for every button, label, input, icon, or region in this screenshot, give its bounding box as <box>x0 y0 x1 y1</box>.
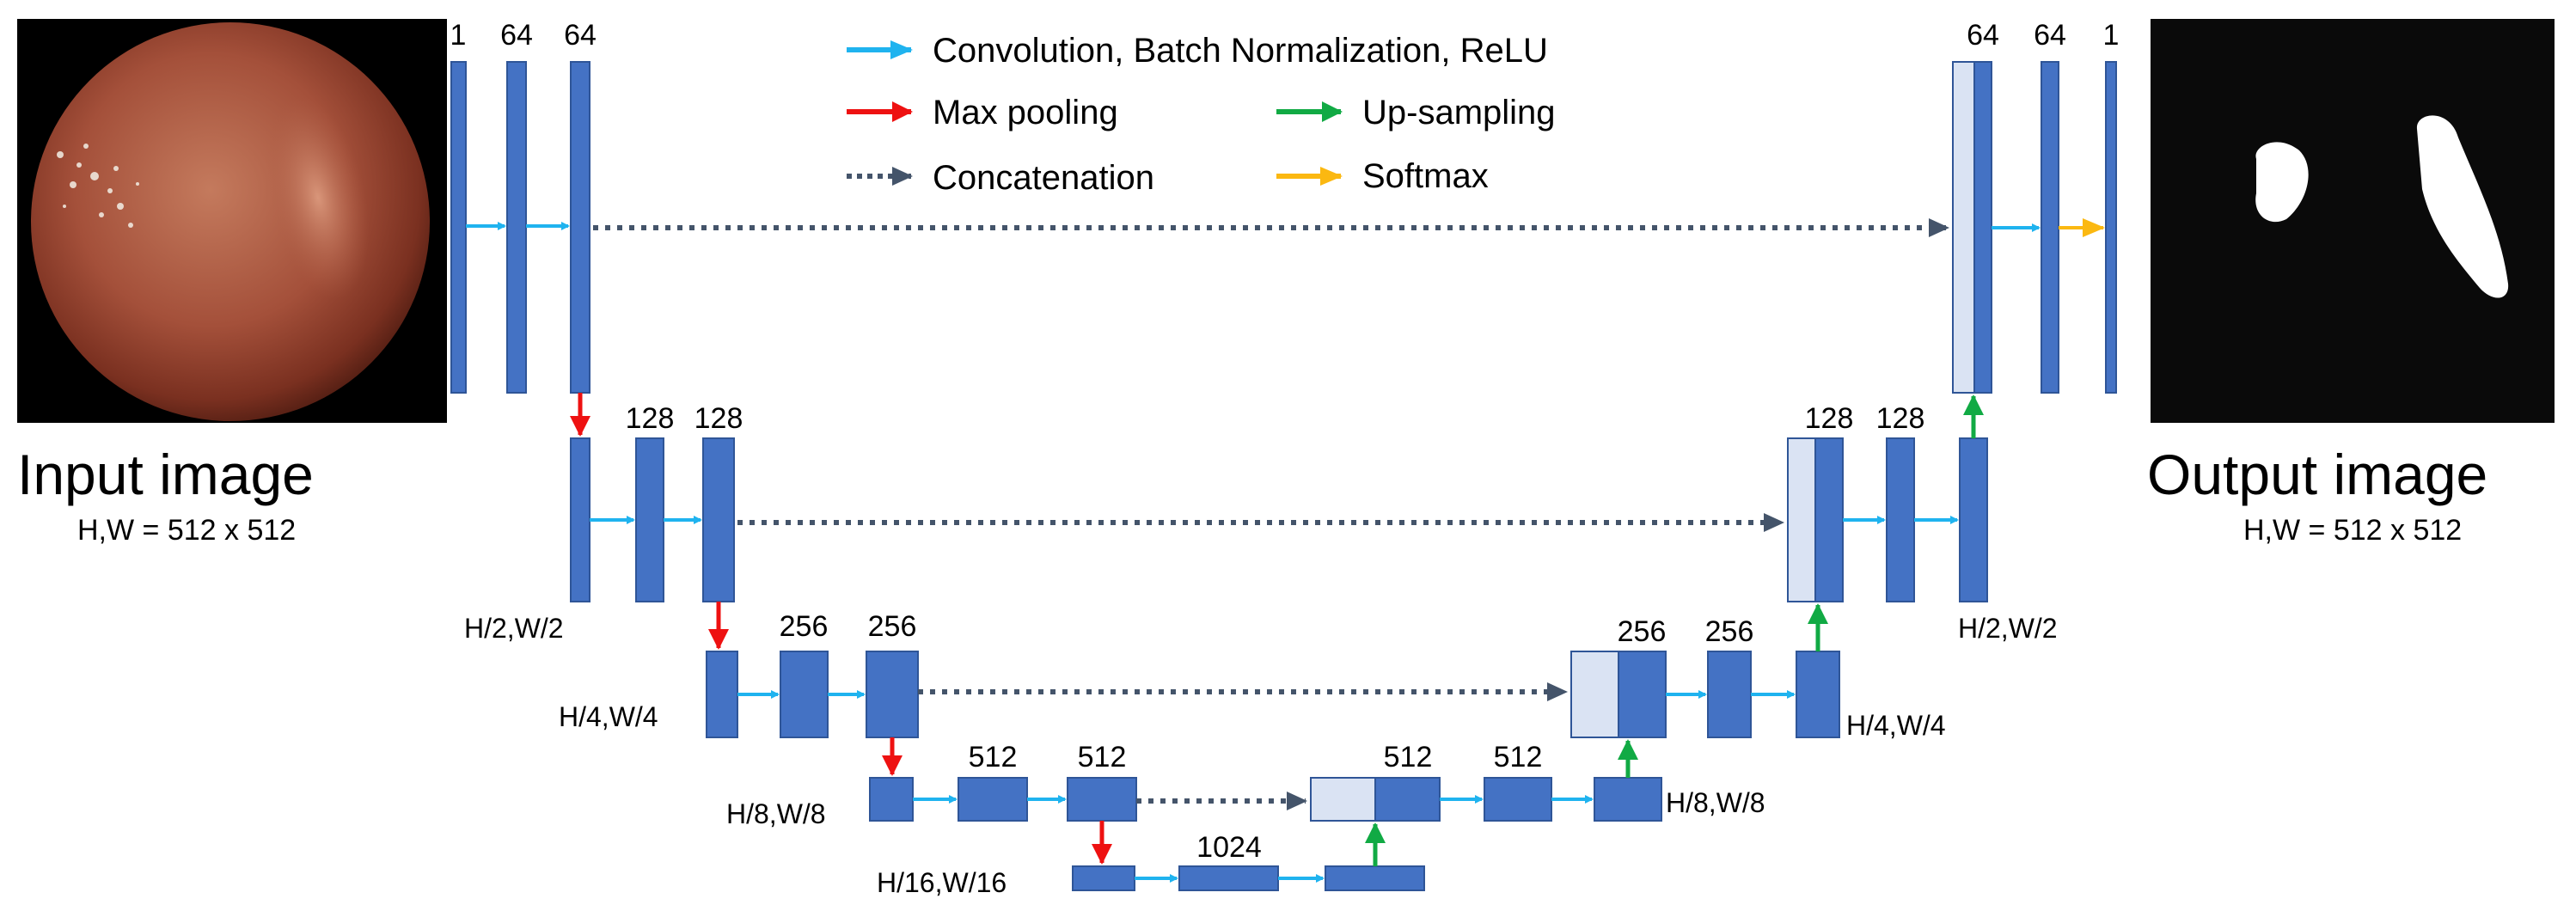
dim-label: H/4,W/4 <box>559 701 658 732</box>
feature-map-block <box>1072 865 1135 891</box>
feature-map-block <box>570 437 590 602</box>
feature-map-block <box>1178 865 1279 891</box>
feature-map-block <box>780 651 829 738</box>
skip-connection-block <box>1310 777 1376 822</box>
dim-label: H/2,W/2 <box>1958 613 2058 644</box>
feature-map-block <box>702 437 735 602</box>
channel-label: 256 <box>780 610 829 643</box>
decoder-level-3: 256 256 H/4,W/4 <box>1570 615 1946 741</box>
feature-map-block <box>706 651 738 738</box>
feature-map-block <box>1594 777 1662 822</box>
bottleneck: 1024 H/16,W/16 <box>877 831 1425 898</box>
feature-map-block <box>1796 651 1840 738</box>
feature-map-block <box>1814 437 1844 602</box>
feature-map-block <box>570 61 590 394</box>
encoder-level-1: 1 64 64 <box>450 19 597 394</box>
channel-label: 1 <box>450 19 467 52</box>
encoder-level-3: 256 256 H/4,W/4 <box>559 610 919 738</box>
legend-concat: Concatenation <box>933 159 1154 197</box>
upsample-arrows <box>1365 394 1984 866</box>
channel-label: 128 <box>1805 402 1854 435</box>
feature-map-block <box>1325 865 1425 891</box>
channel-label: 512 <box>1494 741 1543 773</box>
concat-arrows <box>593 218 1949 810</box>
feature-map-block <box>1374 777 1441 822</box>
feature-map-block <box>1959 437 1988 602</box>
channel-label: 512 <box>1078 741 1127 773</box>
channel-label: 128 <box>626 402 675 435</box>
feature-map-block <box>1067 777 1137 822</box>
legend-softmax: Softmax <box>1362 157 1489 195</box>
legend-maxpool: Max pooling <box>933 94 1118 131</box>
channel-label: 512 <box>1384 741 1433 773</box>
channel-label: 1 <box>2103 19 2120 52</box>
channel-label: 1024 <box>1196 831 1262 864</box>
channel-label: 64 <box>2034 19 2066 52</box>
encoder-level-2: 128 128 H/2,W/2 <box>464 402 743 644</box>
dim-label: H/8,W/8 <box>726 798 826 829</box>
legend-conv: Convolution, Batch Normalization, ReLU <box>933 32 1548 70</box>
channel-label: 512 <box>969 741 1018 773</box>
skip-connection-block <box>1952 61 1975 394</box>
channel-label: 256 <box>1705 615 1754 648</box>
feature-map-block <box>1973 61 1992 394</box>
feature-map-block <box>506 61 527 394</box>
channel-label: 64 <box>500 19 533 52</box>
encoder-level-4: 512 512 H/8,W/8 <box>726 741 1137 829</box>
channel-label: 256 <box>1618 615 1667 648</box>
feature-map-block <box>1618 651 1667 738</box>
legend: Convolution, Batch Normalization, ReLU M… <box>847 32 1556 197</box>
output-size: H,W = 512 x 512 <box>2243 514 2462 547</box>
feature-map-block <box>1707 651 1752 738</box>
dim-label: H/2,W/2 <box>464 613 564 644</box>
feature-map-block <box>958 777 1028 822</box>
feature-map-block <box>1484 777 1552 822</box>
output-image <box>2151 19 2555 423</box>
feature-map-block <box>2105 61 2117 394</box>
feature-map-block <box>2041 61 2059 394</box>
channel-label: 256 <box>868 610 917 643</box>
input-title: Input image <box>17 443 314 506</box>
dim-label: H/4,W/4 <box>1846 710 1946 741</box>
output-title: Output image <box>2147 443 2487 506</box>
feature-map-block <box>1886 437 1915 602</box>
skip-connection-block <box>1787 437 1816 602</box>
skip-connection-block <box>1570 651 1619 738</box>
input-size: H,W = 512 x 512 <box>77 514 296 547</box>
channel-label: 128 <box>694 402 743 435</box>
feature-map-block <box>869 777 914 822</box>
decoder-level-4: 512 512 H/8,W/8 <box>1310 741 1765 822</box>
feature-map-block <box>635 437 664 602</box>
feature-map-block <box>450 61 467 394</box>
channel-label: 128 <box>1876 402 1925 435</box>
dim-label: H/8,W/8 <box>1666 787 1765 818</box>
feature-map-block <box>866 651 919 738</box>
decoder-level-2: 128 128 H/2,W/2 <box>1787 402 2058 644</box>
input-image <box>17 19 447 423</box>
maxpool-arrows <box>570 393 1112 865</box>
legend-upsample: Up-sampling <box>1362 94 1556 131</box>
dim-label: H/16,W/16 <box>877 867 1007 898</box>
decoder-level-1: 64 64 1 <box>1952 19 2120 394</box>
channel-label: 64 <box>1967 19 1999 52</box>
channel-label: 64 <box>564 19 597 52</box>
